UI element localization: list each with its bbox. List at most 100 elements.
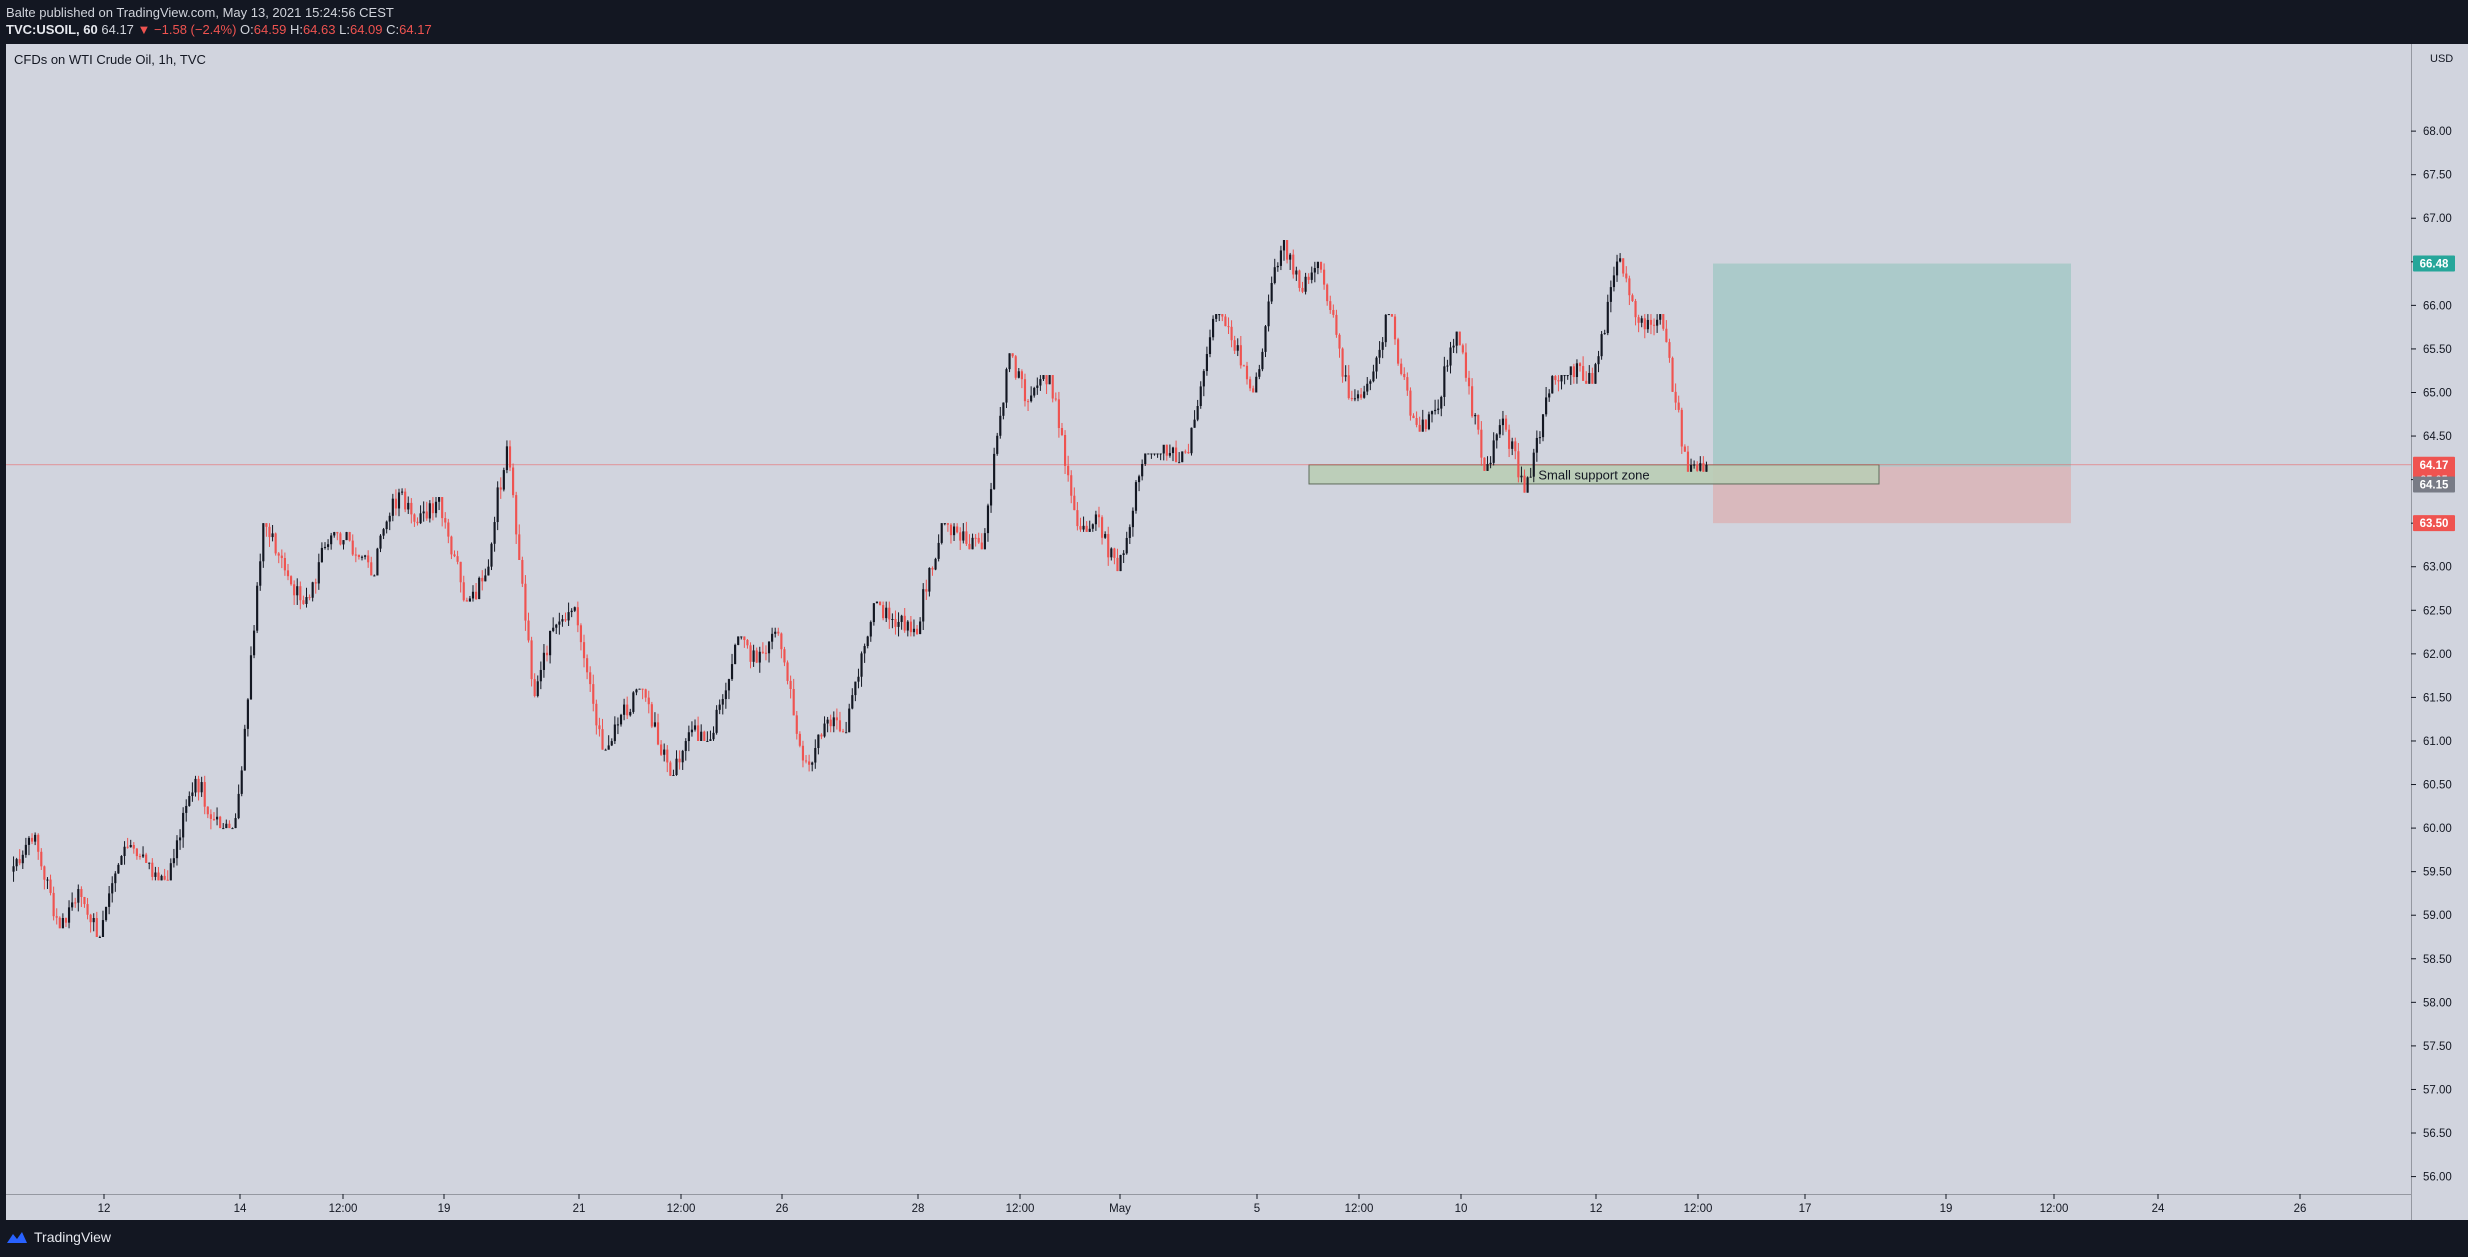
candle-body xyxy=(1242,365,1245,367)
candle-body xyxy=(666,749,669,763)
candle-body xyxy=(832,717,835,727)
candle-body xyxy=(1597,356,1600,365)
candle-body xyxy=(225,823,228,829)
take-profit-zone xyxy=(1713,263,2071,467)
close-value: 64.17 xyxy=(399,22,432,37)
candle-body xyxy=(989,489,993,506)
candle-body xyxy=(64,918,68,923)
candle-body xyxy=(163,875,166,880)
candle-body xyxy=(1045,375,1048,385)
candle-body xyxy=(1689,465,1693,472)
candle-body xyxy=(1332,309,1335,315)
candle-body xyxy=(475,591,478,600)
candle-body xyxy=(1295,270,1298,275)
candle-body xyxy=(1612,275,1616,288)
candle-body xyxy=(919,621,922,635)
candle-body xyxy=(348,532,351,541)
candle-body xyxy=(1486,464,1489,471)
candle-body xyxy=(407,502,410,510)
candle-body xyxy=(1079,526,1082,530)
candle-body xyxy=(311,582,314,598)
x-tick-label: 12:00 xyxy=(1684,1203,1713,1215)
candle-body xyxy=(1390,314,1394,317)
x-tick-label: 26 xyxy=(2294,1203,2307,1215)
candle-body xyxy=(505,446,509,471)
candle-body xyxy=(598,725,601,730)
y-tick-label: 62.00 xyxy=(2423,649,2452,661)
candle-body xyxy=(857,676,860,682)
candle-body xyxy=(1532,452,1535,477)
candle-body xyxy=(166,879,169,881)
candle-body xyxy=(1523,475,1526,493)
candle-body xyxy=(259,561,262,586)
candle-body xyxy=(1286,240,1289,260)
tradingview-brand[interactable]: TradingView xyxy=(6,1229,111,1245)
candle-body xyxy=(499,487,502,490)
candle-body xyxy=(882,605,885,619)
candle-body xyxy=(956,526,959,533)
candle-body xyxy=(1128,527,1131,538)
candle-body xyxy=(52,892,55,917)
candle-body xyxy=(46,879,49,881)
candle-body xyxy=(197,778,200,793)
candle-body xyxy=(752,650,755,662)
candle-body xyxy=(1566,375,1569,377)
candle-body xyxy=(1418,424,1421,432)
candle-body xyxy=(376,548,379,576)
candle-body xyxy=(660,744,663,755)
candle-body xyxy=(811,762,814,765)
candle-body xyxy=(986,505,990,534)
candle-body xyxy=(1609,287,1612,302)
candle-body xyxy=(101,920,105,937)
candle-body xyxy=(1020,371,1023,380)
candle-body xyxy=(240,770,243,794)
candle-body xyxy=(1686,451,1690,472)
candle-body xyxy=(764,652,768,654)
candle-body xyxy=(450,536,453,555)
x-tick-label: 12:00 xyxy=(667,1203,696,1215)
candle-body xyxy=(1011,353,1014,357)
candle-body xyxy=(1344,375,1347,377)
candle-body xyxy=(885,607,888,619)
candle-body xyxy=(141,854,145,857)
candle-body xyxy=(687,732,690,742)
candle-body xyxy=(906,621,909,631)
time-axis[interactable] xyxy=(6,1194,2411,1221)
price-axis[interactable] xyxy=(2411,44,2468,1220)
publisher-line: Balte published on TradingView.com, May … xyxy=(6,5,394,20)
y-tick-label: 67.00 xyxy=(2423,213,2452,225)
candle-body xyxy=(1637,317,1640,323)
chart-pane[interactable] xyxy=(6,44,2411,1194)
candle-body xyxy=(888,607,891,620)
candle-body xyxy=(209,814,212,819)
candle-body xyxy=(845,732,848,734)
candle-body xyxy=(952,526,956,536)
candle-body xyxy=(237,793,240,819)
candle-body xyxy=(613,724,616,742)
candle-body xyxy=(277,553,280,556)
candle-body xyxy=(1236,345,1239,351)
candle-body xyxy=(1640,318,1643,323)
candle-body xyxy=(1144,453,1147,464)
low-value: 64.09 xyxy=(349,22,383,37)
candle-body xyxy=(545,652,549,656)
candle-body xyxy=(425,511,428,519)
candle-body xyxy=(1606,301,1609,334)
candle-body xyxy=(829,719,832,727)
currency-label: USD xyxy=(2430,53,2453,65)
entry-price-label-bg xyxy=(2413,476,2455,493)
candle-body xyxy=(1381,342,1384,350)
candle-body xyxy=(1631,295,1634,301)
candle-body xyxy=(1245,365,1249,380)
candle-body xyxy=(1480,429,1483,458)
candle-body xyxy=(610,741,613,746)
y-tick-label: 62.50 xyxy=(2423,605,2452,617)
symbol-name: TVC:USOIL, 60 xyxy=(6,22,98,37)
candle-body xyxy=(391,498,394,516)
candle-body xyxy=(1563,375,1566,377)
candle-body xyxy=(700,731,703,741)
candle-body xyxy=(351,540,354,555)
candle-body xyxy=(129,845,132,848)
candle-body xyxy=(1017,371,1020,378)
candle-body xyxy=(1196,405,1199,420)
